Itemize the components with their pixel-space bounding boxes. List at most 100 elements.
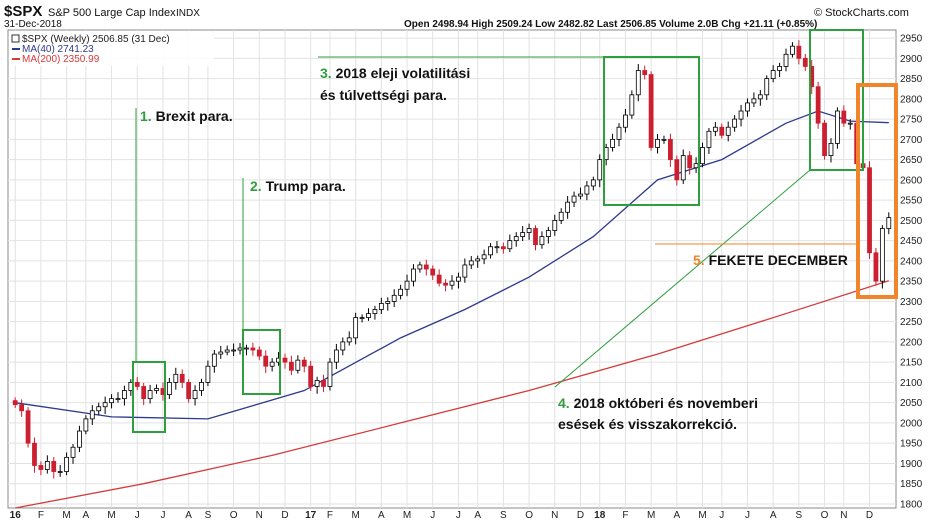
x-tick-label: A xyxy=(673,510,680,521)
candle-body xyxy=(745,102,750,112)
x-tick-label: M xyxy=(62,510,70,521)
candle-body xyxy=(790,45,795,55)
candle-body xyxy=(623,114,628,128)
annotation-4-box xyxy=(809,29,864,171)
candle-body xyxy=(449,280,455,286)
candle-body xyxy=(796,45,802,59)
legend-ma40: MA(40) 2741.23 xyxy=(22,44,94,55)
candle-body xyxy=(668,138,673,161)
y-tick-label: 2700 xyxy=(900,135,923,146)
annotation-1-label: 1. Brexit para. xyxy=(140,108,233,124)
candle-body xyxy=(802,57,808,67)
candle-body xyxy=(822,122,827,156)
candle-body xyxy=(404,280,410,290)
candle-body xyxy=(655,138,660,148)
annotation-5-label: 5. FEKETE DECEMBER xyxy=(693,252,848,268)
x-tick-label: A xyxy=(474,510,481,521)
candle-body xyxy=(719,126,725,136)
x-tick-label: 17 xyxy=(305,510,317,521)
candle-body xyxy=(205,365,211,383)
candle-body xyxy=(398,288,404,296)
ma200-layer xyxy=(15,280,889,509)
candle-body xyxy=(308,365,314,387)
candle-body xyxy=(674,159,680,181)
candle-body xyxy=(353,317,359,339)
candle-body xyxy=(828,143,834,156)
candle-body xyxy=(835,110,840,144)
candle-body xyxy=(757,94,763,100)
x-tick-label: A xyxy=(770,510,777,521)
candle-body xyxy=(359,317,365,320)
candle-body xyxy=(468,260,474,266)
candle-body xyxy=(732,118,738,128)
candle-body xyxy=(629,94,635,116)
candle-body xyxy=(886,217,892,229)
candle-body xyxy=(83,418,89,432)
index-name: S&P 500 Large Cap Index xyxy=(48,7,176,19)
candle-body xyxy=(115,398,121,401)
x-tick-label: N xyxy=(551,510,558,521)
annotation-4-label-line2: esések és visszakorrekció. xyxy=(558,416,737,432)
candle-body xyxy=(500,246,506,250)
candle-body xyxy=(333,349,339,363)
candle-body xyxy=(597,159,603,181)
candle-body xyxy=(102,402,108,408)
candle-body xyxy=(231,349,236,352)
candle-body xyxy=(481,254,487,260)
quote-line: Open 2498.94 High 2509.24 Low 2482.82 La… xyxy=(404,19,817,30)
x-tick-label: J xyxy=(430,510,435,521)
candle-body xyxy=(738,110,744,120)
candle-body xyxy=(488,246,493,256)
candle-body xyxy=(571,195,577,203)
candle-body xyxy=(520,232,526,237)
y-axis: 1800 1850 1900 1950 2000 2050 2100 2150 2200 2250… xyxy=(900,34,923,511)
candle-body xyxy=(648,74,654,148)
candle-body xyxy=(77,430,82,448)
y-tick-label: 2250 xyxy=(900,317,923,328)
y-tick-label: 2000 xyxy=(900,418,923,429)
x-tick-label: F xyxy=(622,510,628,521)
x-tick-label: S xyxy=(500,510,507,521)
candle-body xyxy=(372,309,378,314)
candle-body xyxy=(423,264,429,270)
legend-price: $SPX (Weekly) 2506.85 (31 Dec) xyxy=(22,34,170,45)
candle-body xyxy=(661,138,667,141)
candle-body xyxy=(867,167,872,254)
annotation-2-box xyxy=(242,329,281,395)
x-tick-label: A xyxy=(185,510,192,521)
candle-body xyxy=(44,461,50,470)
candle-body xyxy=(642,70,648,75)
annotation-4-label: 4. 2018 októberi és novemberi xyxy=(558,395,758,411)
annotation-3-box xyxy=(603,56,700,206)
candle-body xyxy=(693,163,699,169)
y-tick-label: 2300 xyxy=(900,297,923,308)
annotation-5-box xyxy=(856,83,898,299)
candle-body xyxy=(154,388,159,391)
y-tick-label: 2550 xyxy=(900,196,923,207)
annotation-2-label: 2. Trump para. xyxy=(250,178,346,194)
candle-body xyxy=(706,130,712,148)
candle-body xyxy=(552,219,558,231)
x-tick-label: 18 xyxy=(594,510,606,521)
candle-body xyxy=(456,276,461,282)
x-tick-label: A xyxy=(378,510,385,521)
legend-ma200: MA(200) 2350.99 xyxy=(22,54,100,65)
x-tick-label: O xyxy=(821,510,829,521)
candle-body xyxy=(244,347,249,350)
candle-body xyxy=(545,230,551,237)
candle-body xyxy=(417,264,423,270)
candle-body xyxy=(507,240,513,250)
candle-body xyxy=(687,155,693,169)
candle-body xyxy=(19,404,25,412)
candle-body xyxy=(385,301,391,304)
y-tick-label: 1900 xyxy=(900,459,923,470)
candle-body xyxy=(391,294,397,302)
plot-area xyxy=(7,29,897,509)
annotation-1-box xyxy=(132,361,166,433)
candle-body xyxy=(533,228,538,246)
candle-body xyxy=(494,246,500,249)
chart-date: 31-Dec-2018 xyxy=(4,19,62,30)
candle-body xyxy=(815,86,821,124)
candle-body xyxy=(879,228,885,282)
candle-body xyxy=(847,122,853,125)
